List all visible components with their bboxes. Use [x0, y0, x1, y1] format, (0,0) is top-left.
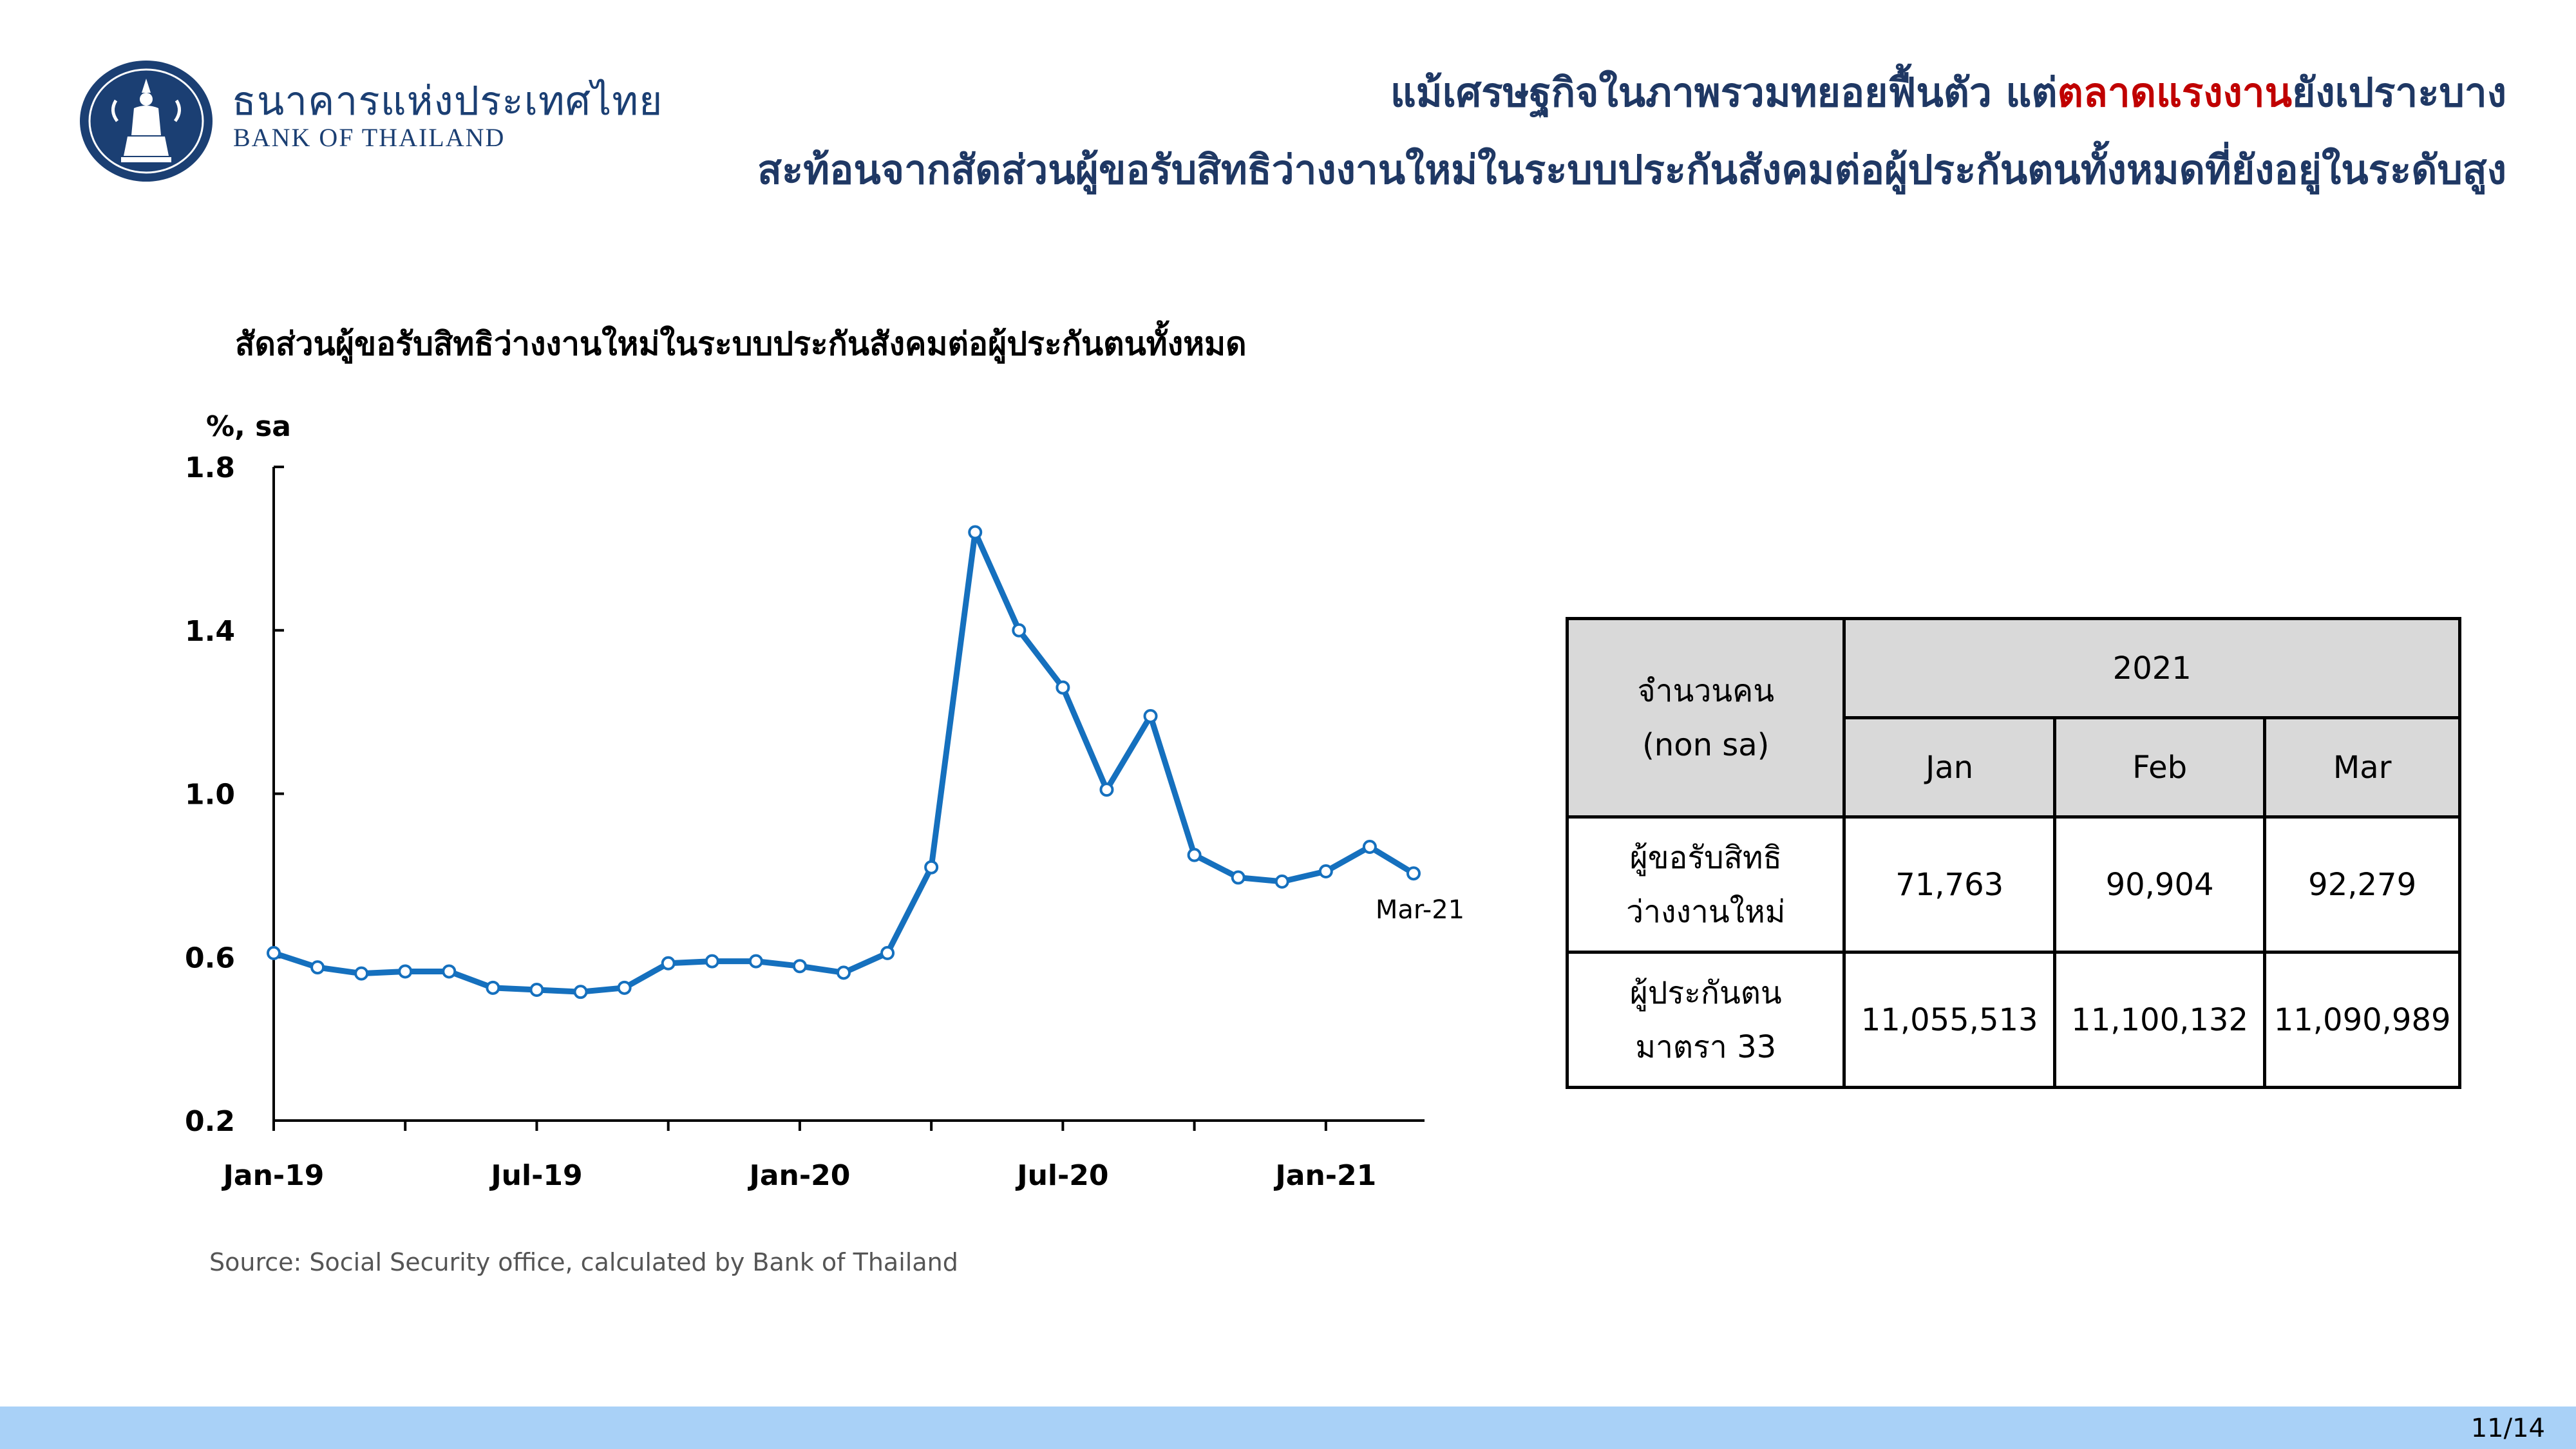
data-point: [968, 525, 983, 540]
table-row-label: มาตรา 33: [1635, 1028, 1777, 1065]
data-point: [1274, 874, 1289, 889]
y-tick-label: 0.6: [185, 942, 235, 974]
table-header-label-cell: จำนวนคน (non sa): [1565, 617, 1846, 819]
x-tick-label: Jan-19: [222, 1159, 325, 1192]
series-line: [272, 529, 1416, 995]
insured-persons-table: จำนวนคน (non sa) 2021 Jan Feb Mar ผู้ขอร…: [1565, 617, 2461, 1089]
table-row-label-cell: ผู้ประกันตน มาตรา 33: [1565, 951, 1846, 1089]
y-tick-label: 1.8: [185, 451, 235, 484]
data-point: [398, 964, 413, 979]
table-row-label: ผู้ประกันตน: [1629, 974, 1782, 1011]
data-point: [354, 966, 369, 981]
page-number: 11/14: [2470, 1414, 2545, 1443]
footer-bar: 11/14: [0, 1406, 2576, 1449]
data-point: [1143, 708, 1158, 723]
table-cell: 11,090,989: [2263, 951, 2461, 1089]
headline-line-1: แม้เศรษฐกิจในภาพรวมทยอยฟื้นตัว แต่ตลาดแร…: [1390, 61, 2506, 124]
data-point: [792, 959, 807, 974]
data-point: [529, 983, 544, 997]
data-point: [1187, 848, 1202, 862]
table-row-label: ผู้ขอรับสิทธิ: [1629, 839, 1782, 876]
y-tick-label: 1.4: [185, 615, 235, 648]
headline-highlight: ตลาดแรงงาน: [2057, 69, 2292, 116]
table-cell: 11,055,513: [1842, 951, 2056, 1089]
data-point: [661, 956, 676, 971]
end-point-label: Mar-21: [1376, 895, 1464, 925]
table-year-header: 2021: [1842, 617, 2461, 719]
headline-line-2: สะท้อนจากสัดส่วนผู้ขอรับสิทธิว่างงานใหม่…: [757, 146, 2506, 193]
data-point: [1362, 839, 1377, 854]
org-name-english: BANK OF THAILAND: [233, 123, 506, 152]
source-note: Source: Social Security office, calculat…: [209, 1248, 958, 1276]
table-row: ผู้ขอรับสิทธิ ว่างงานใหม่ 71,763 90,904 …: [1565, 815, 2461, 954]
table-cell: 90,904: [2052, 815, 2267, 954]
data-point: [1406, 866, 1421, 881]
org-name-thai: ธนาคารแห่งประเทศไทย: [232, 77, 663, 124]
table-header-label: จำนวนคน: [1637, 672, 1775, 709]
data-point: [486, 980, 500, 995]
x-tick-label: Jul-20: [1015, 1159, 1108, 1192]
table-row: ผู้ประกันตน มาตรา 33 11,055,513 11,100,1…: [1565, 951, 2461, 1089]
y-tick-label: 0.2: [185, 1105, 235, 1138]
table-cell: 11,100,132: [2052, 951, 2267, 1089]
table-row-label: ว่างงานใหม่: [1626, 893, 1786, 930]
data-point: [442, 964, 457, 979]
table-month-header: Mar: [2263, 716, 2461, 819]
y-axis-label: %, sa: [206, 410, 291, 443]
table-cell: 71,763: [1842, 815, 2056, 954]
data-point: [1099, 782, 1114, 797]
data-point: [1012, 623, 1027, 638]
chart-title: สัดส่วนผู้ขอรับสิทธิว่างงานใหม่ในระบบประ…: [235, 325, 1247, 363]
y-tick-label: 1.0: [185, 779, 235, 811]
table-cell: 92,279: [2263, 815, 2461, 954]
data-point: [748, 954, 763, 969]
x-tick-label: Jul-19: [489, 1159, 582, 1192]
data-point: [836, 965, 851, 980]
data-point: [267, 945, 281, 960]
x-tick-label: Jan-20: [747, 1159, 850, 1192]
data-point: [617, 980, 632, 995]
data-point: [705, 954, 719, 969]
data-point: [310, 960, 325, 975]
bank-of-thailand-seal-logo: [80, 61, 213, 182]
table-month-header: Feb: [2052, 716, 2267, 819]
table-month-header: Jan: [1842, 716, 2056, 819]
data-point: [1318, 864, 1333, 879]
table-header-unit: (non sa): [1642, 726, 1770, 763]
x-tick-label: Jan-21: [1273, 1159, 1376, 1192]
headline-line-1-end: ยังเปราะบาง: [2291, 69, 2506, 116]
data-point: [880, 945, 895, 960]
data-point: [1231, 870, 1245, 885]
data-point: [924, 860, 939, 875]
data-point: [573, 985, 588, 999]
headline-line-1-start: แม้เศรษฐกิจในภาพรวมทยอยฟื้นตัว แต่: [1390, 69, 2058, 116]
data-point: [1056, 680, 1070, 695]
table-row-label-cell: ผู้ขอรับสิทธิ ว่างงานใหม่: [1565, 815, 1846, 954]
